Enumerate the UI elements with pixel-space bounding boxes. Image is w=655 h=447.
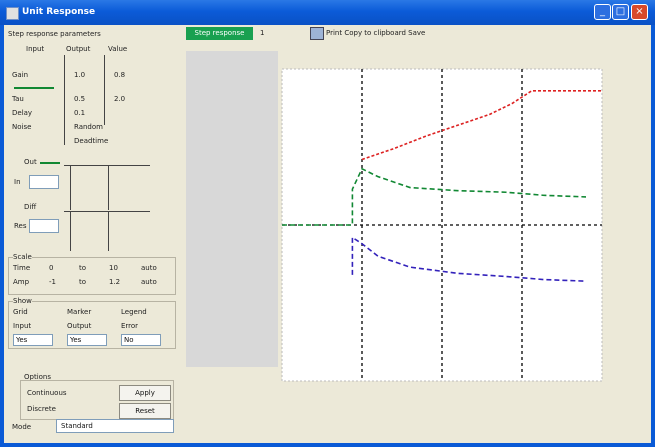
scale-auto: auto <box>141 264 157 272</box>
grid-line <box>108 211 109 251</box>
row-label-gain: Gain <box>12 71 29 79</box>
scale-group: Scale Time 0 to 10 auto Amp -1 to 1.2 au… <box>8 253 176 295</box>
radio-discrete[interactable]: Discrete <box>27 405 56 413</box>
show-option[interactable]: Output <box>67 322 92 330</box>
show-value[interactable]: No <box>121 334 161 346</box>
grid-line <box>70 211 71 251</box>
minimize-button[interactable]: _ <box>594 4 611 20</box>
grid-line <box>108 165 109 210</box>
series-line-0 <box>361 90 602 161</box>
client-area: Step response parameters Input Output Va… <box>4 25 651 443</box>
scale-max: 10 <box>109 264 118 272</box>
show-option[interactable]: Input <box>13 322 32 330</box>
grid-line <box>70 165 71 210</box>
label-out: Out <box>24 158 37 166</box>
scale-to: to <box>79 278 87 286</box>
label-res: Res <box>14 222 27 230</box>
grid-line <box>64 165 150 166</box>
show-option[interactable]: Legend <box>121 308 147 316</box>
extra-label: Deadtime <box>74 137 109 145</box>
mode-select[interactable]: Standard <box>56 419 174 433</box>
response-chart <box>281 68 603 382</box>
show-group: Show Grid Marker Legend Input Output Err… <box>8 297 176 349</box>
scale-to: to <box>79 264 87 272</box>
show-option[interactable]: Error <box>121 322 139 330</box>
apply-button[interactable]: Apply <box>119 385 171 401</box>
series-swatch <box>14 87 54 89</box>
scale-from: 0 <box>49 264 54 272</box>
title-bar[interactable]: Unit Response _ □ × <box>0 0 655 25</box>
row-value-delay: 0.1 <box>74 109 86 117</box>
col-header-value: Value <box>108 45 128 53</box>
row-label-tau: Tau <box>12 95 24 103</box>
app-icon <box>6 7 19 20</box>
group-title: Show <box>13 297 32 305</box>
res-field[interactable] <box>29 219 59 233</box>
options-label: Options <box>24 373 52 381</box>
grid-line <box>64 211 150 212</box>
chart-margin <box>186 51 278 367</box>
mode-label: Mode <box>12 423 32 431</box>
chart-panel <box>186 51 648 413</box>
reset-button[interactable]: Reset <box>119 403 171 419</box>
scale-label: Time <box>13 264 31 272</box>
toolbar-label[interactable]: Print Copy to clipboard Save <box>326 29 426 37</box>
table-divider <box>64 55 65 145</box>
group-title: Scale <box>13 253 32 261</box>
tab-step-response[interactable]: Step response <box>186 27 253 40</box>
label-diff: Diff <box>24 203 37 211</box>
window-title: Unit Response <box>22 7 96 17</box>
maximize-button[interactable]: □ <box>612 4 629 20</box>
series-swatch <box>40 162 60 164</box>
series-line-2 <box>351 236 587 282</box>
left-panel: Step response parameters Input Output Va… <box>4 25 182 443</box>
show-option[interactable]: Marker <box>67 308 92 316</box>
label-in: In <box>14 178 21 186</box>
scale-auto: auto <box>141 278 157 286</box>
panel-header: Step response parameters <box>8 30 101 38</box>
options-group: Continuous Apply Reset Discrete <box>20 380 174 420</box>
close-button[interactable]: × <box>631 4 648 20</box>
row-label-delay: Delay <box>12 109 33 117</box>
chart-toolbar: Step response 1 Print Copy to clipboard … <box>186 27 646 45</box>
show-option[interactable]: Grid <box>13 308 28 316</box>
tab-2[interactable]: 1 <box>260 29 265 37</box>
row-value-tau-b: 2.0 <box>114 95 126 103</box>
show-value[interactable]: Yes <box>13 334 53 346</box>
col-header-input: Input <box>26 45 45 53</box>
series-line-1 <box>282 167 587 226</box>
row-label-noise: Noise <box>12 123 32 131</box>
in-field[interactable] <box>29 175 59 189</box>
row-value-tau-a: 0.5 <box>74 95 86 103</box>
row-value-gain-a: 1.0 <box>74 71 86 79</box>
scale-from: -1 <box>49 278 56 286</box>
col-header-output: Output <box>66 45 91 53</box>
table-divider <box>104 55 105 125</box>
scale-max: 1.2 <box>109 278 121 286</box>
show-value[interactable]: Yes <box>67 334 107 346</box>
scale-label: Amp <box>13 278 30 286</box>
radio-continuous[interactable]: Continuous <box>27 389 67 397</box>
row-value-gain-b: 0.8 <box>114 71 126 79</box>
row-value-noise: Random <box>74 123 103 131</box>
print-icon[interactable] <box>310 27 324 40</box>
